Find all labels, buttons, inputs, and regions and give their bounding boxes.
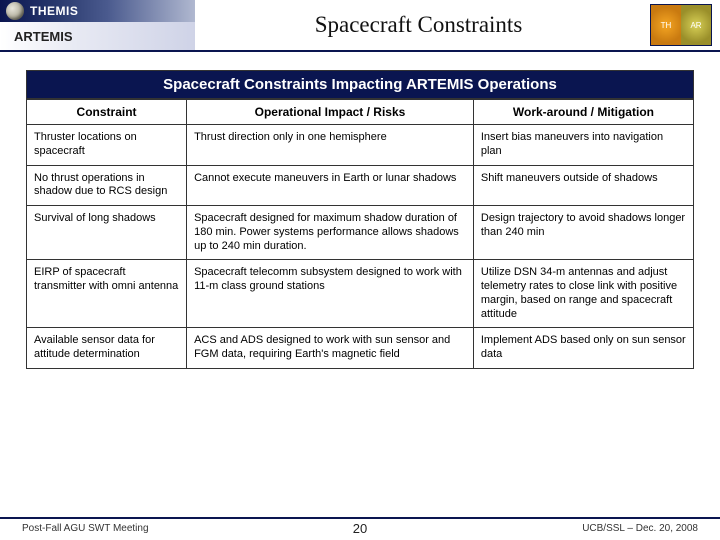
table-row: EIRP of spacecraft transmitter with omni… (27, 260, 694, 328)
table-row: No thrust operations in shadow due to RC… (27, 165, 694, 206)
themis-badge-icon: TH (651, 5, 681, 45)
slide-number: 20 (353, 521, 367, 536)
slide-title: Spacecraft Constraints (195, 0, 642, 50)
cell-mitigation: Implement ADS based only on sun sensor d… (473, 328, 693, 369)
col-header-impact: Operational Impact / Risks (187, 100, 474, 125)
col-header-mitigation: Work-around / Mitigation (473, 100, 693, 125)
cell-impact: ACS and ADS designed to work with sun se… (187, 328, 474, 369)
col-header-constraint: Constraint (27, 100, 187, 125)
footer-left: Post-Fall AGU SWT Meeting (22, 523, 149, 534)
cell-impact: Spacecraft designed for maximum shadow d… (187, 206, 474, 260)
cell-impact: Cannot execute maneuvers in Earth or lun… (187, 165, 474, 206)
cell-mitigation: Shift maneuvers outside of shadows (473, 165, 693, 206)
header-mission-block: THEMIS ARTEMIS (0, 0, 195, 50)
slide-footer: Post-Fall AGU SWT Meeting 20 UCB/SSL – D… (0, 517, 720, 540)
cell-mitigation: Design trajectory to avoid shadows longe… (473, 206, 693, 260)
cell-impact: Spacecraft telecomm subsystem designed t… (187, 260, 474, 328)
cell-mitigation: Utilize DSN 34-m antennas and adjust tel… (473, 260, 693, 328)
mission-badge-icon: TH AR (650, 4, 712, 46)
table-row: Available sensor data for attitude deter… (27, 328, 694, 369)
table-header-row: Constraint Operational Impact / Risks Wo… (27, 100, 694, 125)
artemis-band: ARTEMIS (0, 22, 195, 50)
slide-header: THEMIS ARTEMIS Spacecraft Constraints TH… (0, 0, 720, 52)
constraints-table: Constraint Operational Impact / Risks Wo… (26, 99, 694, 369)
table-row: Thruster locations on spacecraft Thrust … (27, 125, 694, 166)
cell-constraint: Thruster locations on spacecraft (27, 125, 187, 166)
table-row: Survival of long shadows Spacecraft desi… (27, 206, 694, 260)
header-logo: TH AR (642, 0, 720, 50)
themis-label: THEMIS (30, 4, 78, 18)
footer-right: UCB/SSL – Dec. 20, 2008 (582, 523, 698, 534)
cell-constraint: Survival of long shadows (27, 206, 187, 260)
slide-content: Spacecraft Constraints Impacting ARTEMIS… (0, 52, 720, 369)
artemis-label: ARTEMIS (14, 29, 73, 44)
table-title: Spacecraft Constraints Impacting ARTEMIS… (26, 70, 694, 99)
cell-constraint: Available sensor data for attitude deter… (27, 328, 187, 369)
cell-constraint: No thrust operations in shadow due to RC… (27, 165, 187, 206)
moon-icon (6, 2, 24, 20)
themis-band: THEMIS (0, 0, 195, 22)
cell-constraint: EIRP of spacecraft transmitter with omni… (27, 260, 187, 328)
cell-mitigation: Insert bias maneuvers into navigation pl… (473, 125, 693, 166)
artemis-badge-icon: AR (681, 5, 711, 45)
table-body: Thruster locations on spacecraft Thrust … (27, 125, 694, 369)
cell-impact: Thrust direction only in one hemisphere (187, 125, 474, 166)
